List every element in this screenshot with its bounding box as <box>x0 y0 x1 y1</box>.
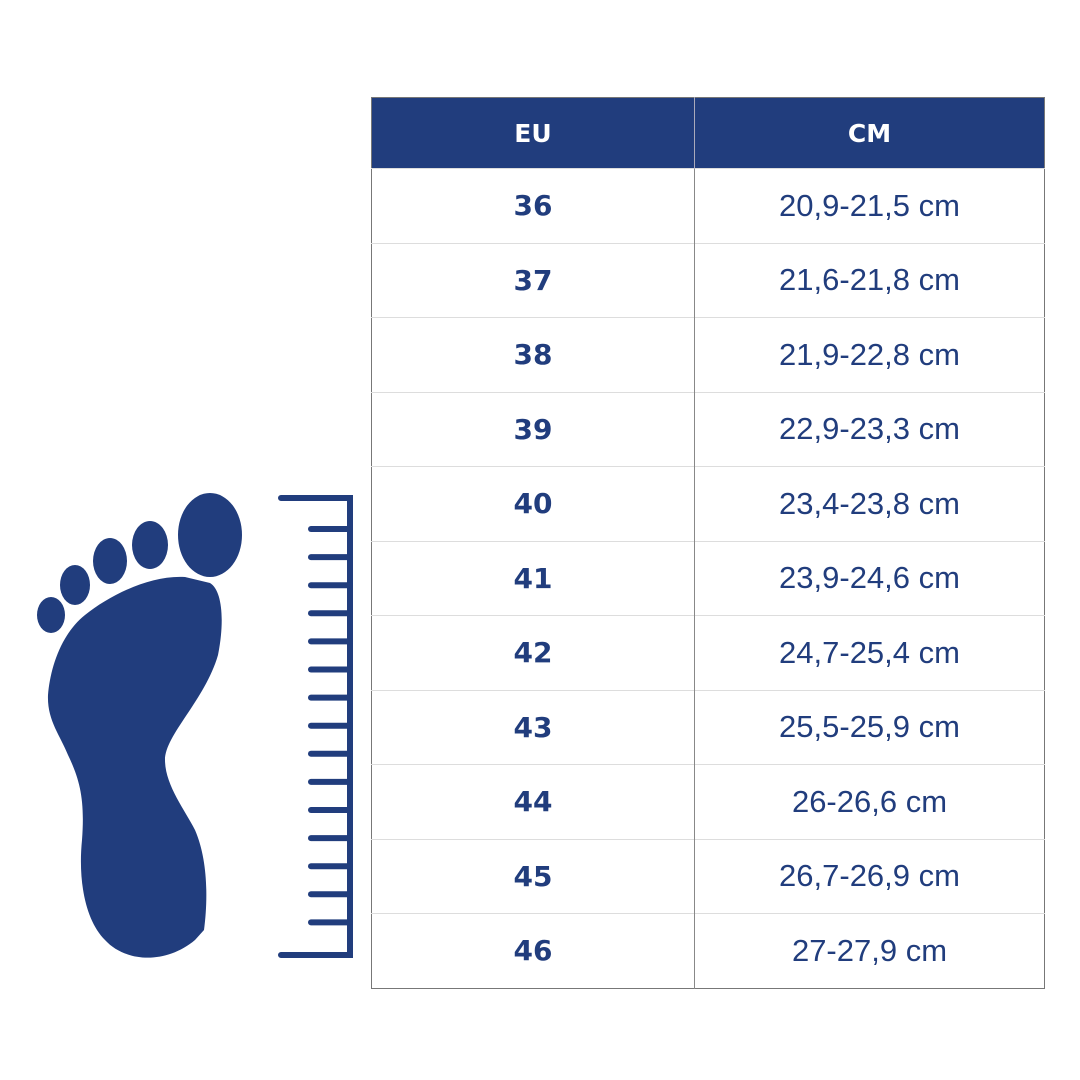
table-header-row: EU CM <box>371 97 1045 169</box>
table-row: 41 23,9-24,6 cm <box>371 540 1045 616</box>
table-row: 36 20,9-21,5 cm <box>371 168 1045 243</box>
table-row: 46 27-27,9 cm <box>371 913 1045 988</box>
eu-size: 42 <box>371 615 695 690</box>
header-eu: EU <box>514 118 552 148</box>
cm-length: 27-27,9 cm <box>694 913 1045 988</box>
cm-length: 24,7-25,4 cm <box>694 615 1045 690</box>
table-row: 40 23,4-23,8 cm <box>371 466 1045 541</box>
table-row: 39 22,9-23,3 cm <box>371 391 1045 467</box>
eu-size: 46 <box>371 913 695 988</box>
eu-size: 44 <box>371 764 695 839</box>
cm-length: 21,6-21,8 cm <box>694 242 1045 318</box>
eu-size: 36 <box>371 168 695 243</box>
foot-icon <box>37 493 242 958</box>
table-row: 37 21,6-21,8 cm <box>371 242 1045 318</box>
eu-size: 43 <box>371 689 695 765</box>
eu-size: 37 <box>371 242 695 318</box>
eu-size: 45 <box>371 838 695 914</box>
table-row: 42 24,7-25,4 cm <box>371 615 1045 690</box>
cm-length: 20,9-21,5 cm <box>694 168 1045 243</box>
eu-size: 40 <box>371 466 695 541</box>
table-row: 38 21,9-22,8 cm <box>371 317 1045 392</box>
cm-length: 26-26,6 cm <box>694 764 1045 839</box>
header-cm: CM <box>694 97 1045 169</box>
table-row: 45 26,7-26,9 cm <box>371 838 1045 914</box>
eu-size: 39 <box>371 391 695 467</box>
eu-size: 38 <box>371 317 695 392</box>
table-row: 43 25,5-25,9 cm <box>371 689 1045 765</box>
ruler-icon <box>278 495 353 958</box>
eu-size: 41 <box>371 540 695 616</box>
table-row: 44 26-26,6 cm <box>371 764 1045 839</box>
cm-length: 23,4-23,8 cm <box>694 466 1045 541</box>
cm-length: 23,9-24,6 cm <box>694 540 1045 616</box>
cm-length: 22,9-23,3 cm <box>694 391 1045 467</box>
cm-length: 26,7-26,9 cm <box>694 838 1045 914</box>
cm-length: 25,5-25,9 cm <box>694 689 1045 765</box>
size-chart-table: EU CM 36 20,9-21,5 cm 37 21,6-21,8 cm 38 21,9… <box>371 97 1045 989</box>
cm-length: 21,9-22,8 cm <box>694 317 1045 392</box>
